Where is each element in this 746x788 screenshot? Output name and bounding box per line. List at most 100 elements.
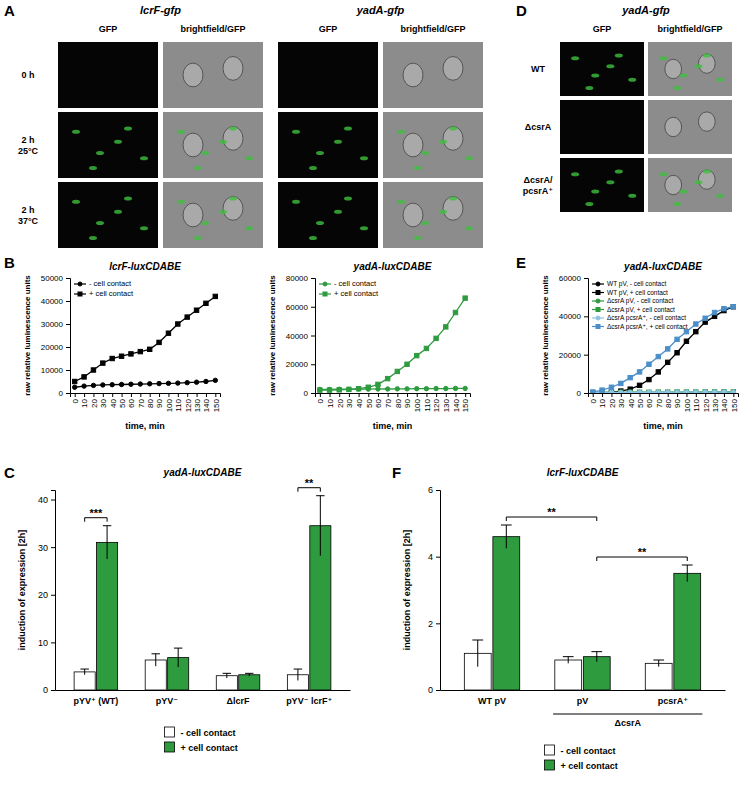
y-axis: 0 20000 40000 60000 [559,274,589,398]
data-point [694,322,698,326]
data-point [628,390,632,393]
gfp-signal [360,156,368,160]
tick: 60000 [559,274,588,283]
tick-label: 80 [664,398,673,407]
row-label: WT [531,64,545,74]
data-point [637,390,641,393]
cell-shape [698,54,715,73]
data-point [72,385,76,389]
tick-label: 20000 [559,351,582,360]
tick: 0 [577,389,588,398]
cell-shape [443,127,463,151]
data-point [731,305,735,309]
tick: 80 [146,393,155,408]
data-point [434,386,438,390]
gfp-signal [245,156,253,160]
tick: 40 [38,495,55,505]
tick-label: 0 [71,398,80,403]
tick-label: 90 [155,398,164,407]
y-axis-title: induction of expression [2h] [17,530,27,651]
tick: 30 [99,393,108,408]
error-bar [591,652,602,662]
data-point [366,385,370,389]
brightfield-image [163,182,263,248]
cell-shape [665,59,682,78]
tick-label: 0 [589,398,598,403]
column-header: GFP [319,24,338,34]
data-point [176,322,180,326]
gfp-signal [591,73,599,77]
row-label: pcsrA⁺ [523,186,554,196]
gfp-signal [96,221,104,225]
tick-mark [311,307,315,308]
data-point [129,352,133,356]
group-label: ΔcsrA [614,718,641,728]
tick: pYV⁺ (WT) [73,696,118,706]
tick-mark [677,393,678,397]
data-point [434,336,438,340]
tick-label: 70 [384,398,393,407]
tick: 30 [617,393,626,408]
tick: 6 [428,485,440,495]
tick-label: ΔlcrF [227,696,250,706]
tick-mark [197,393,198,397]
tick: 0 [59,389,70,398]
bar [674,573,701,690]
tick-label: 150 [730,398,739,412]
significance-label: ** [638,546,647,558]
brightfield-image [163,42,263,108]
data-point [731,390,735,393]
gfp-signal [615,54,623,58]
tick-mark [178,393,179,397]
tick-label: 40000 [41,297,64,306]
panel-title: yadA-gfp [356,4,405,16]
data-point [665,390,669,393]
tick-mark [696,393,697,397]
data-point [675,351,679,355]
data-point [204,379,208,383]
gfp-signal [673,202,681,206]
data-point [600,388,604,392]
gfp-signal [606,64,614,68]
brightfield-image [383,112,483,178]
tick-mark [584,278,588,279]
tick: 100 [683,393,692,412]
gfp-signal [673,86,681,90]
tick-mark [311,364,315,365]
data-point [185,315,189,319]
axis-line [441,690,726,691]
tick-label: 100 [165,398,174,412]
tick-label: 20000 [41,343,64,352]
data-point [731,390,735,393]
tick-label: 10000 [41,366,64,375]
data-point [415,386,419,390]
data-point [731,390,735,393]
tick: 90 [155,393,164,408]
tick-label: 100 [683,398,692,412]
data-point [694,390,698,393]
tick: 100 [413,393,422,412]
data-point [463,296,467,300]
tick: 90 [673,393,682,408]
tick: 120 [432,393,441,412]
tick-label: 40000 [559,312,582,321]
tick: 140 [202,393,211,412]
tick-mark [66,370,70,371]
data-point [722,390,726,393]
data-point [138,349,142,353]
tick-label: 0 [304,389,309,398]
gfp-signal [716,78,724,82]
gfp-signal [421,151,429,155]
tick-mark [311,278,315,279]
tick-label: pYV⁺ (WT) [73,696,118,706]
gfp-signal [344,127,352,131]
tick-mark [168,393,169,397]
data-point [194,308,198,312]
data-point [731,305,735,309]
tick: 60 [127,393,136,408]
cell-shape [403,203,423,227]
data-point [147,347,151,351]
tick-label: 60 [645,398,654,407]
plot-area [590,305,735,393]
gfp-signal [397,200,405,204]
